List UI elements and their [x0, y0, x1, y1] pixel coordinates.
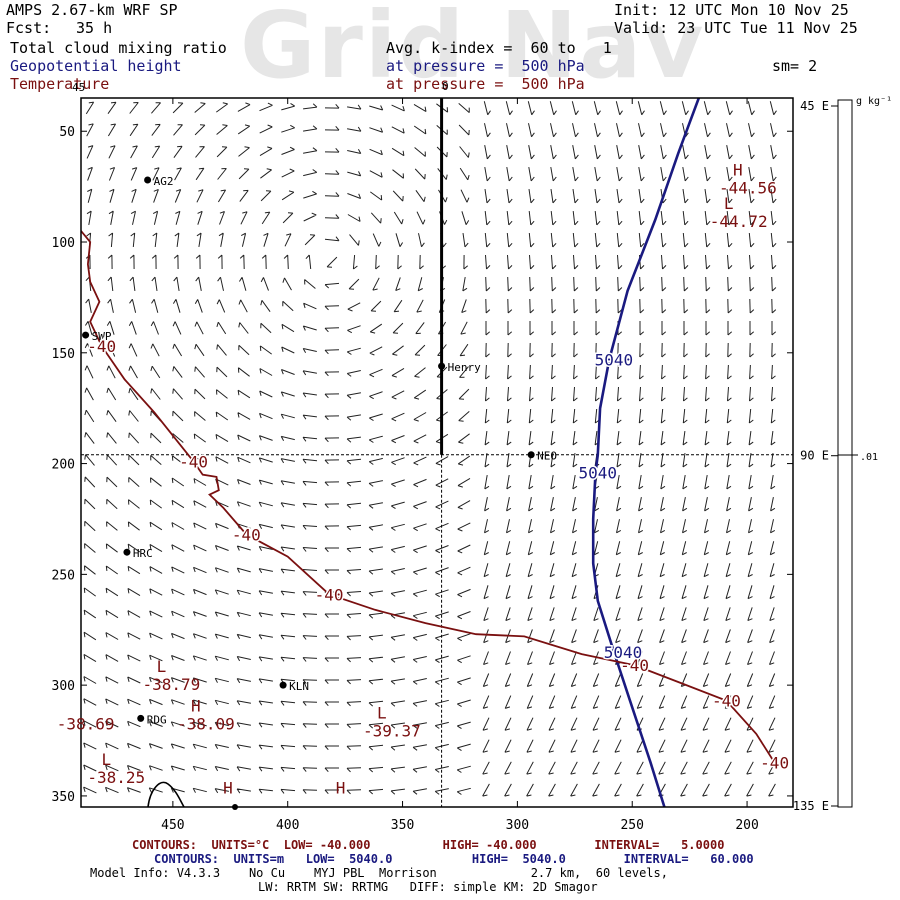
- station-marker: [137, 714, 145, 722]
- corner-label: 45: [72, 81, 85, 94]
- x-tick-label: 250: [620, 818, 643, 833]
- extremum-value: -38.79: [142, 675, 200, 694]
- station-marker: [232, 804, 238, 810]
- contour-label: -40: [315, 585, 344, 604]
- pressure-height: at pressure = 500 hPa: [386, 57, 585, 75]
- y-tick-label: 200: [52, 458, 75, 473]
- extremum-letter: H: [336, 779, 346, 798]
- fcst-label: Fcst:: [6, 19, 52, 37]
- init-time: Init: 12 UTC Mon 10 Nov 25: [614, 1, 849, 19]
- crosshair: [81, 98, 793, 807]
- contour-label: -40: [179, 452, 208, 471]
- station-label: Henry: [448, 361, 481, 374]
- station-label: HRC: [133, 547, 153, 560]
- station-label: RDG: [147, 713, 167, 726]
- station-marker: [82, 331, 90, 339]
- footer-temp-contours: CONTOURS: UNITS=°C LOW= -40.000 HIGH= -4…: [132, 838, 725, 852]
- plot-border: [80, 97, 794, 808]
- extremum-value: -38.69: [57, 715, 115, 734]
- x-tick-label: 350: [391, 818, 414, 833]
- y-tick-label: 350: [52, 790, 75, 805]
- extremum-value: -38.25: [87, 768, 145, 787]
- station-marker: [438, 362, 446, 370]
- footer-height-contours: CONTOURS: UNITS=m LOW= 5040.0 HIGH= 5040…: [154, 852, 754, 866]
- station-label: AG2: [154, 175, 174, 188]
- y-tick-label: 150: [52, 347, 75, 362]
- station-label: KLN: [289, 680, 309, 693]
- extremum-letter: L: [101, 750, 111, 769]
- colorbar-tick-label: .01: [860, 452, 878, 463]
- temperature-contour: [81, 230, 776, 764]
- avg-k-index: Avg. k-index = 60 to 1: [386, 39, 612, 57]
- watermark: Grid Nav: [240, 0, 706, 99]
- model-title: AMPS 2.67-km WRF SP: [6, 1, 178, 19]
- extremum-letter: L: [724, 194, 734, 213]
- lat-label: 90 E: [800, 449, 829, 463]
- fcst-value: 35 h: [76, 19, 113, 37]
- extremum-value: -44.72: [710, 212, 768, 231]
- x-tick-label: 400: [276, 818, 299, 833]
- y-tick-label: 50: [59, 125, 75, 140]
- station-marker: [527, 451, 535, 459]
- extremum-value: -39.37: [363, 721, 421, 740]
- height-contour: [591, 98, 701, 807]
- contour-label: -40: [87, 337, 116, 356]
- station-marker: [279, 681, 287, 689]
- field-height: Geopotential height: [10, 57, 182, 75]
- axis-ticks: 450 400 350 300 250 200 50 100 150 200 250 300 350: [52, 98, 793, 833]
- contour-label: 5040: [595, 350, 634, 369]
- footer-model-info: Model Info: V4.3.3 No Cu MYJ PBL Morriso…: [90, 866, 668, 880]
- contour-lines: [81, 98, 776, 807]
- x-tick-label: 200: [735, 818, 758, 833]
- field-temperature: Temperature: [10, 75, 110, 93]
- valid-time: Valid: 23 UTC Tue 11 Nov 25: [614, 19, 858, 37]
- y-tick-label: 100: [52, 236, 75, 251]
- colorbar-units: g kg⁻¹: [856, 96, 892, 107]
- field-cloud: Total cloud mixing ratio: [10, 39, 227, 57]
- colorbar: .01 g kg⁻¹: [837, 96, 892, 808]
- extremum-letter: H: [223, 779, 233, 798]
- contour-label: -40: [712, 692, 741, 711]
- contour-label: -40: [760, 754, 789, 773]
- contour-label: 5040: [604, 643, 643, 662]
- top-tick-label: 0: [442, 80, 449, 93]
- extremum-letter: H: [191, 697, 201, 716]
- station-label: SWP: [92, 330, 112, 343]
- extremum-value: -44.56: [719, 179, 777, 198]
- contour-label: -40: [232, 525, 261, 544]
- contour-label: 5040: [579, 463, 618, 482]
- cloud-contour: [147, 781, 185, 807]
- x-tick-label: 300: [506, 818, 529, 833]
- footer-physics-info: LW: RRTM SW: RRTMG DIFF: simple KM: 2D S…: [258, 880, 598, 894]
- x-tick-label: 450: [161, 818, 184, 833]
- colorbar-box: [837, 99, 853, 808]
- y-tick-label: 250: [52, 568, 75, 583]
- contour-label: -40: [620, 656, 649, 675]
- extremum-letter: L: [377, 703, 387, 722]
- plot-frame: [80, 97, 794, 808]
- station-marker: [123, 548, 131, 556]
- lat-label: 45 E: [800, 99, 829, 113]
- station-marker: [144, 176, 152, 184]
- extremum-letter: L: [157, 657, 167, 676]
- extremum-letter: H: [733, 161, 743, 180]
- lat-label: 135 E: [793, 799, 829, 813]
- smoothing: sm= 2: [772, 57, 818, 75]
- station-label: NEO: [537, 450, 557, 463]
- y-tick-label: 300: [52, 679, 75, 694]
- pressure-temperature: at pressure = 500 hPa: [386, 75, 585, 93]
- extremum-value: -38.09: [177, 715, 235, 734]
